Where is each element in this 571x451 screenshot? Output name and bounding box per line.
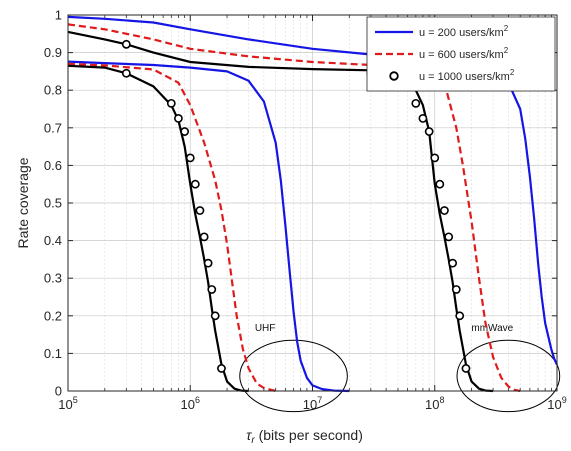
data-point: [121, 68, 131, 78]
data-point: [448, 258, 458, 268]
annotation-ellipse: [456, 339, 561, 413]
data-point: [461, 364, 471, 373]
y-tick-label: 1: [55, 8, 62, 23]
y-tick-label: 0.1: [44, 346, 62, 361]
legend-entry-3: u = 1000 users/km2: [389, 68, 515, 83]
annotation-label: mmWave: [471, 323, 513, 334]
annotation-label: UHF: [255, 323, 276, 334]
data-point: [210, 311, 220, 321]
y-tick-label: 0.8: [44, 83, 62, 98]
series-line: [67, 23, 521, 393]
data-point: [444, 232, 454, 242]
y-tick-label: 0.2: [44, 308, 62, 323]
data-point: [180, 127, 190, 136]
y-tick-label: 0.3: [44, 271, 62, 286]
data-point: [418, 114, 428, 123]
legend-marker: [389, 71, 399, 81]
data-point: [174, 114, 183, 123]
y-tick-label: 0.4: [44, 233, 62, 248]
data-point: [430, 153, 440, 163]
legend-label: u = 600 users/km2: [419, 46, 509, 61]
x-tick-label: 106: [181, 395, 200, 412]
data-point: [199, 232, 209, 242]
y-tick-label: 0.7: [44, 120, 62, 135]
series-3: [67, 30, 494, 393]
data-point: [455, 311, 465, 321]
data-point: [424, 127, 434, 136]
data-point: [121, 39, 131, 49]
x-axis-label: τr (bits per second): [246, 427, 363, 446]
data-point: [166, 98, 176, 108]
x-tick-label: 108: [425, 395, 444, 412]
series-2: [67, 23, 521, 393]
y-tick-label: 0: [55, 384, 62, 399]
data-point: [185, 153, 195, 163]
y-tick-label: 0.6: [44, 158, 62, 173]
legend-label: u = 200 users/km2: [419, 24, 509, 39]
legend-label: u = 1000 users/km2: [419, 68, 515, 83]
data-point: [195, 206, 205, 215]
annotation-layer: UHF mmWave: [239, 323, 561, 413]
legend-layer: u = 200 users/km2 u = 600 users/km2 u = 10…: [366, 16, 556, 92]
y-tick-label: 0.9: [44, 45, 62, 60]
data-point: [190, 179, 200, 189]
data-point: [411, 98, 421, 108]
series-line: [67, 62, 276, 393]
x-tick-label: 105: [58, 395, 77, 412]
data-point: [435, 179, 445, 189]
y-axis-label: Rate coverage: [15, 157, 31, 248]
legend-entry-2: u = 600 users/km2: [375, 46, 509, 61]
data-point: [440, 206, 449, 215]
x-tick-label: 107: [303, 395, 322, 412]
data-point: [207, 285, 217, 294]
annotation-ellipse: [239, 339, 348, 413]
x-tick-label: 109: [547, 395, 566, 412]
data-point: [203, 258, 213, 268]
legend-entry-1: u = 200 users/km2: [375, 24, 509, 39]
data-point: [451, 285, 461, 294]
data-point: [217, 364, 226, 373]
axes-layer: 0 0.1 0.2 0.3 0.4 0.5 0.6 0.7 0.8 0.9 1 105 106 107 10…: [15, 8, 567, 447]
y-tick-label: 0.5: [44, 196, 62, 211]
